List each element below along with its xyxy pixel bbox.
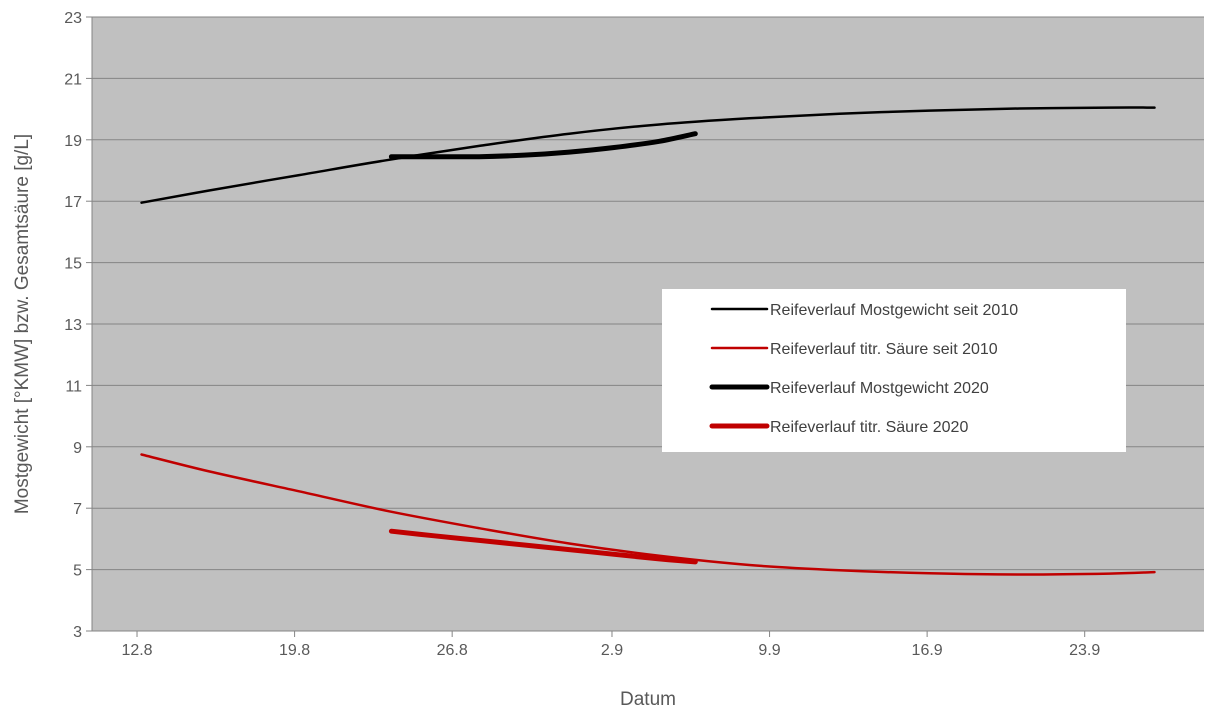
- y-tick-label: 9: [73, 440, 82, 457]
- legend-label: Reifeverlauf Mostgewicht seit 2010: [770, 302, 1018, 319]
- y-tick-label: 13: [64, 317, 82, 334]
- series-lines: [140, 106, 1156, 576]
- series-line: [140, 106, 1156, 204]
- legend: Reifeverlauf Mostgewicht seit 2010 Reifev…: [662, 289, 1126, 452]
- series-line: [388, 131, 698, 160]
- x-tick-label: 26.8: [437, 642, 468, 659]
- y-tick-label: 17: [64, 194, 82, 211]
- tick-labels: 3 5 7 9 11 13 15 17 19 21 23 12.8 19.8 26.8 2.9 9.9 16.9…: [64, 10, 1100, 659]
- series-line: [140, 453, 1156, 576]
- legend-label: Reifeverlauf titr. Säure 2020: [770, 419, 968, 436]
- legend-label: Reifeverlauf Mostgewicht 2020: [770, 380, 989, 397]
- x-tick-label: 19.8: [279, 642, 310, 659]
- x-axis-title: Datum: [620, 689, 676, 710]
- y-tick-label: 23: [64, 10, 82, 27]
- x-tick-label: 12.8: [121, 642, 152, 659]
- x-tick-label: 9.9: [758, 642, 780, 659]
- x-tick-label: 23.9: [1069, 642, 1100, 659]
- axes: [86, 16, 1204, 637]
- x-tick-label: 16.9: [912, 642, 943, 659]
- y-tick-label: 15: [64, 256, 82, 273]
- x-tick-label: 2.9: [601, 642, 623, 659]
- y-axis-title: Mostgewicht [°KMW] bzw. Gesamtsäure [g/L…: [12, 134, 33, 514]
- y-tick-label: 19: [64, 133, 82, 150]
- y-tick-label: 5: [73, 563, 82, 580]
- series-line: [388, 528, 698, 565]
- gridlines: [92, 16, 1204, 571]
- legend-label: Reifeverlauf titr. Säure seit 2010: [770, 341, 998, 358]
- y-tick-label: 3: [73, 624, 82, 641]
- y-tick-label: 7: [73, 501, 82, 518]
- y-tick-label: 11: [65, 378, 82, 395]
- y-tick-label: 21: [64, 71, 82, 88]
